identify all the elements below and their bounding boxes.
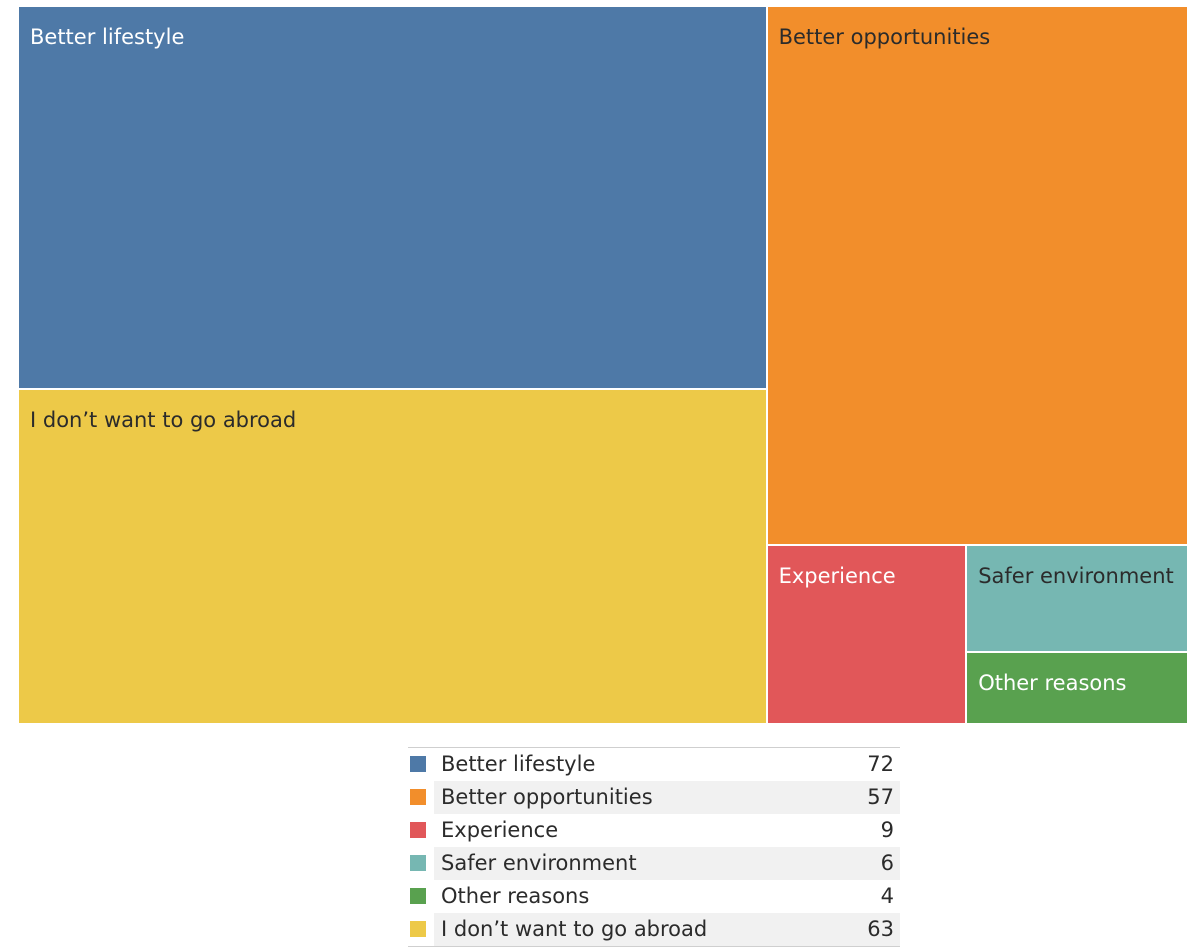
- treemap-tile-better-opportunities: Better opportunities: [766, 6, 1188, 545]
- legend-swatch: [410, 822, 426, 838]
- legend-label: I don’t want to go abroad: [441, 917, 708, 941]
- treemap-tile-safer-environment: Safer environment: [966, 544, 1188, 653]
- legend-row-better-lifestyle: Better lifestyle 72: [408, 748, 900, 781]
- legend-label: Better opportunities: [441, 785, 653, 809]
- legend-row-other-reasons: Other reasons 4: [408, 880, 900, 913]
- legend-label: Safer environment: [441, 851, 637, 875]
- legend-row-stripe: [434, 847, 900, 880]
- treemap-tile-label: Better lifestyle: [30, 25, 185, 49]
- legend-label: Experience: [441, 818, 559, 842]
- legend-label: Better lifestyle: [441, 752, 596, 776]
- legend-value: 72: [867, 752, 894, 776]
- legend-swatch: [410, 888, 426, 904]
- legend-value: 57: [867, 785, 894, 809]
- legend-row-i-don-t-want-to-go-abroad: I don’t want to go abroad 63: [408, 913, 900, 946]
- treemap-tile-better-lifestyle: Better lifestyle: [18, 6, 767, 389]
- legend-row-stripe: [434, 781, 900, 814]
- legend-value: 6: [880, 851, 894, 875]
- legend-swatch: [410, 921, 426, 937]
- treemap-tile-other-reasons: Other reasons: [966, 652, 1188, 724]
- legend-value: 4: [880, 884, 894, 908]
- legend-swatch: [410, 756, 426, 772]
- treemap-tile-i-don-t-want-to-go-abroad: I don’t want to go abroad: [18, 388, 767, 724]
- legend-swatch: [410, 789, 426, 805]
- treemap-tile-label: Safer environment: [978, 563, 1174, 588]
- treemap-tile-experience: Experience: [766, 544, 967, 724]
- treemap-chart: Better lifestyle I don’t want to go abroa…: [18, 6, 1188, 724]
- treemap-tile-label: Better opportunities: [778, 25, 991, 49]
- legend-row-safer-environment: Safer environment 6: [408, 847, 900, 880]
- legend-row-stripe: [434, 913, 900, 946]
- legend-value: 9: [880, 818, 894, 842]
- legend-row-better-opportunities: Better opportunities 57: [408, 781, 900, 814]
- legend-value: 63: [867, 917, 894, 941]
- legend-table: Better lifestyle 72 Better opportunities 57…: [408, 747, 900, 947]
- treemap-tile-label: Experience: [778, 563, 896, 588]
- treemap-tile-label: Other reasons: [978, 671, 1127, 696]
- legend-row-experience: Experience 9: [408, 814, 900, 847]
- treemap-tile-label: I don’t want to go abroad: [30, 407, 297, 432]
- legend-swatch: [410, 855, 426, 871]
- legend-label: Other reasons: [441, 884, 590, 908]
